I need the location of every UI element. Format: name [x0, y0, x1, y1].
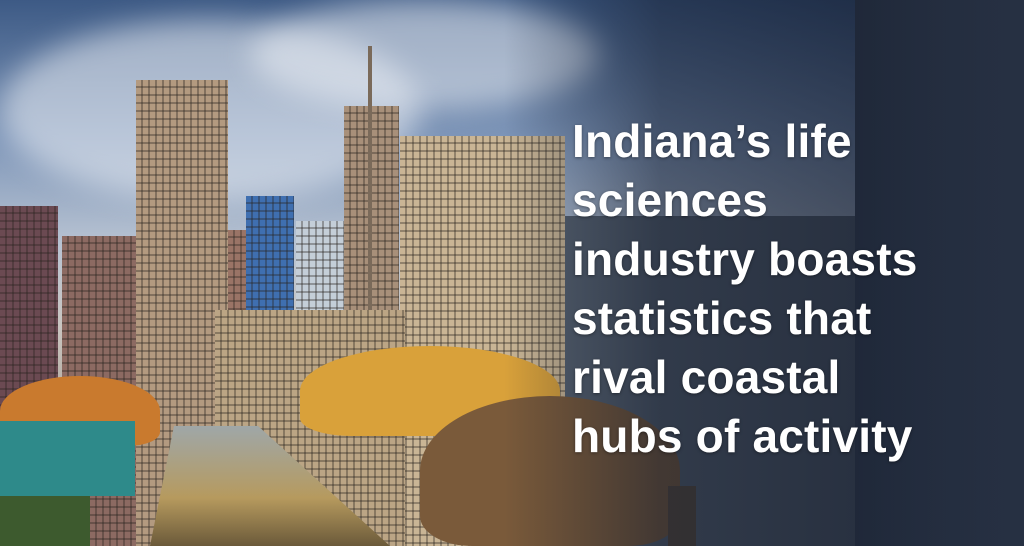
headline: Indiana’s life sciences industry boasts … [572, 112, 918, 466]
headline-line: statistics that [572, 292, 872, 344]
headline-line: hubs of activity [572, 410, 913, 462]
text-backdrop [504, 0, 1024, 546]
headline-line: Indiana’s life [572, 115, 852, 167]
spire [368, 46, 372, 546]
teal-structure [0, 421, 135, 496]
headline-line: sciences [572, 174, 768, 226]
shrubs [0, 496, 90, 546]
headline-line: rival coastal [572, 351, 841, 403]
headline-line: industry boasts [572, 233, 918, 285]
